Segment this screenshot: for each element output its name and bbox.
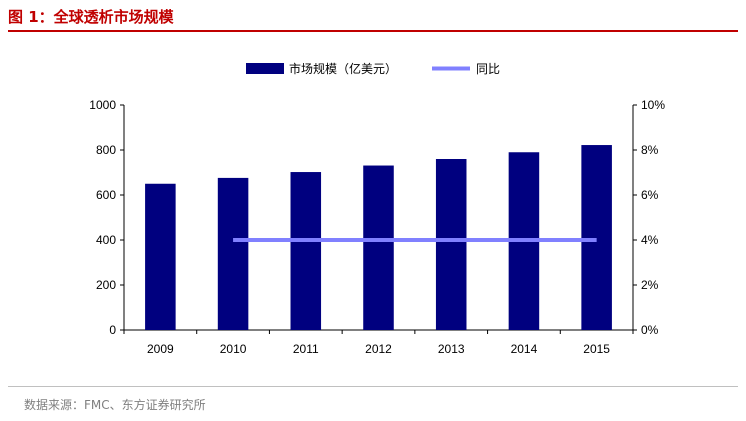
y-right-tick-label: 2%	[641, 278, 659, 292]
y-left-tick-label: 200	[96, 278, 116, 292]
x-tick-label: 2011	[293, 342, 319, 356]
bar	[435, 159, 467, 330]
x-tick-label: 2012	[365, 342, 392, 356]
legend-swatch-bar	[246, 63, 284, 74]
legend-label-bar: 市场规模（亿美元）	[289, 61, 397, 76]
y-left-tick-label: 0	[109, 323, 116, 337]
bar	[217, 177, 249, 330]
y-right-tick-label: 4%	[641, 233, 659, 247]
legend-label-line: 同比	[476, 62, 500, 76]
y-left-tick-label: 600	[96, 188, 116, 202]
source-rule	[8, 386, 738, 387]
bar	[363, 165, 394, 330]
y-left-tick-label: 1000	[89, 98, 116, 112]
y-left-tick-label: 400	[96, 233, 116, 247]
y-right-tick-label: 10%	[641, 98, 665, 112]
x-tick-label: 2014	[511, 342, 538, 356]
y-left-tick-label: 800	[96, 143, 116, 157]
x-tick-label: 2010	[220, 342, 247, 356]
legend: 市场规模（亿美元） 同比	[246, 61, 500, 76]
x-tick-label: 2015	[583, 342, 610, 356]
bar	[290, 172, 322, 330]
axes: 0 200 400 600 800 1000 0% 2% 4% 6% 8% 10% 2009 2010 20…	[89, 98, 665, 356]
y-right-tick-label: 6%	[641, 188, 659, 202]
bar	[145, 183, 176, 330]
figure-title: 图 1：全球透析市场规模	[8, 8, 174, 26]
x-tick-label: 2009	[147, 342, 174, 356]
x-tick-label: 2013	[438, 342, 465, 356]
y-right-tick-label: 8%	[641, 143, 659, 157]
bars	[145, 145, 612, 330]
bar	[581, 145, 612, 330]
source-note: 数据来源：FMC、东方证券研究所	[24, 398, 206, 412]
title-rule	[8, 30, 738, 32]
y-right-tick-label: 0%	[641, 323, 659, 337]
